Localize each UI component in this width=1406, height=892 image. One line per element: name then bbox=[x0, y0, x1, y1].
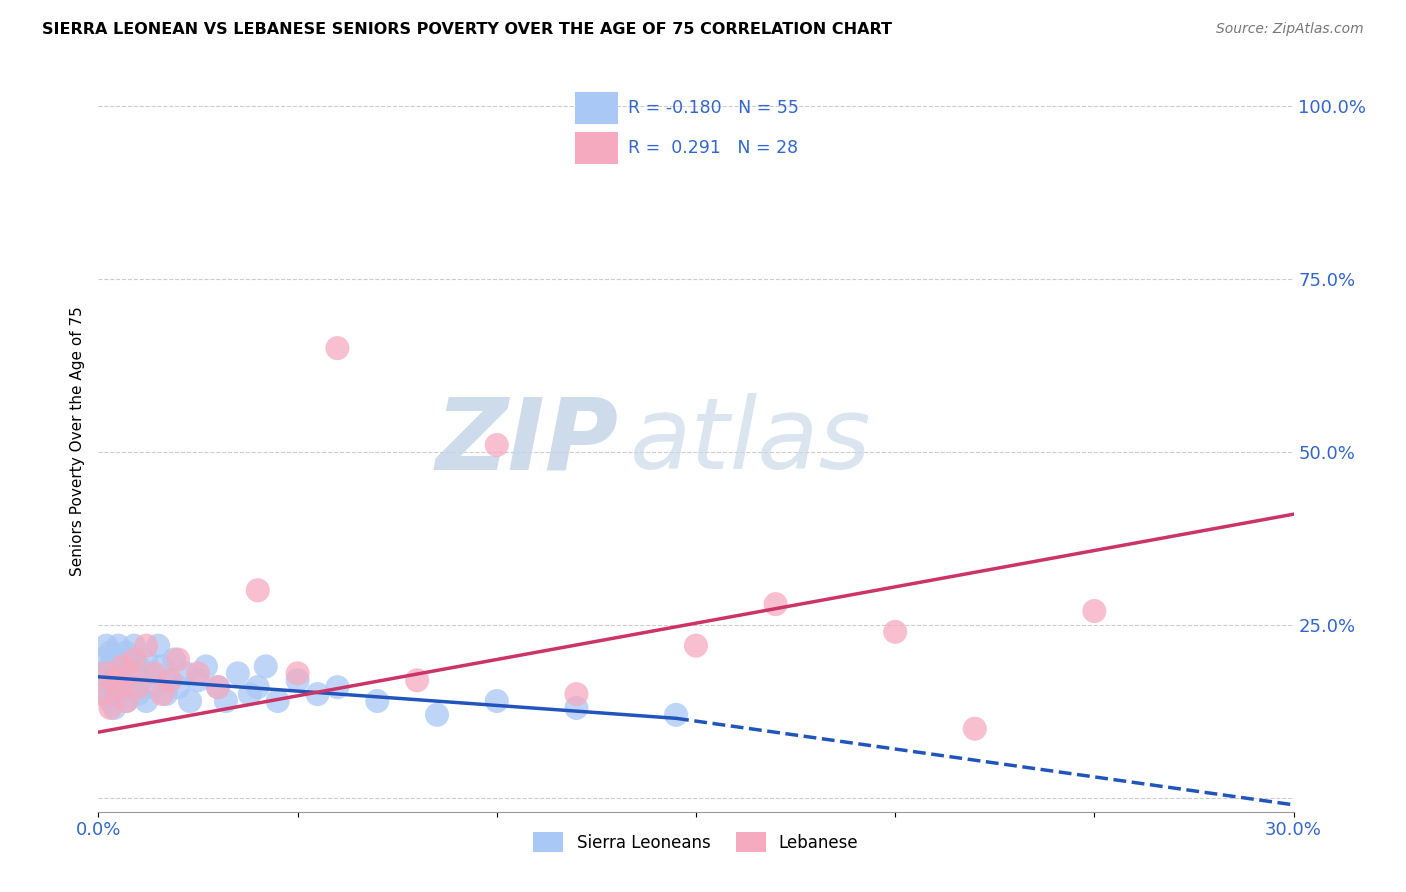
Point bbox=[326, 341, 349, 355]
Point bbox=[127, 680, 149, 694]
Point bbox=[179, 694, 201, 708]
Point bbox=[215, 694, 238, 708]
Point bbox=[187, 666, 209, 681]
Point bbox=[174, 666, 197, 681]
Point bbox=[115, 694, 138, 708]
Point bbox=[91, 687, 114, 701]
Point bbox=[124, 639, 146, 653]
Point bbox=[103, 673, 125, 688]
Point bbox=[143, 666, 166, 681]
Point bbox=[1083, 604, 1105, 618]
Point bbox=[111, 659, 134, 673]
Point bbox=[98, 701, 122, 715]
Point bbox=[103, 701, 125, 715]
Point bbox=[135, 694, 157, 708]
Point bbox=[426, 707, 449, 722]
Point bbox=[167, 680, 190, 694]
Point bbox=[239, 687, 262, 701]
Point bbox=[155, 687, 177, 701]
Point bbox=[98, 680, 122, 694]
Point bbox=[485, 694, 508, 708]
Point bbox=[167, 652, 190, 666]
Point bbox=[246, 583, 269, 598]
Point bbox=[124, 652, 146, 666]
Point bbox=[326, 680, 349, 694]
Point bbox=[565, 701, 588, 715]
Point bbox=[103, 666, 125, 681]
Point bbox=[267, 694, 290, 708]
Y-axis label: Seniors Poverty Over the Age of 75: Seniors Poverty Over the Age of 75 bbox=[69, 307, 84, 576]
Point bbox=[103, 652, 125, 666]
Point bbox=[120, 666, 142, 681]
Point bbox=[127, 687, 149, 701]
Point bbox=[107, 680, 129, 694]
Point bbox=[287, 666, 309, 681]
Point bbox=[254, 659, 277, 673]
Point bbox=[148, 639, 170, 653]
Point bbox=[98, 646, 122, 660]
Point bbox=[98, 694, 122, 708]
Point bbox=[163, 652, 186, 666]
Point bbox=[187, 673, 209, 688]
Point bbox=[366, 694, 388, 708]
Point bbox=[207, 680, 229, 694]
Text: SIERRA LEONEAN VS LEBANESE SENIORS POVERTY OVER THE AGE OF 75 CORRELATION CHART: SIERRA LEONEAN VS LEBANESE SENIORS POVER… bbox=[42, 22, 893, 37]
Point bbox=[111, 673, 134, 688]
Point bbox=[96, 639, 118, 653]
Point bbox=[124, 680, 146, 694]
Point bbox=[143, 680, 166, 694]
Point bbox=[139, 666, 162, 681]
Point bbox=[150, 659, 173, 673]
Point bbox=[565, 687, 588, 701]
Point bbox=[884, 624, 907, 639]
Point bbox=[226, 666, 249, 681]
Point bbox=[963, 722, 986, 736]
Point bbox=[287, 673, 309, 688]
Point bbox=[131, 673, 153, 688]
Point bbox=[765, 597, 787, 611]
Point bbox=[159, 673, 181, 688]
Point bbox=[96, 666, 118, 681]
Point bbox=[406, 673, 429, 688]
Point bbox=[120, 666, 142, 681]
Point bbox=[195, 659, 218, 673]
Point bbox=[135, 639, 157, 653]
Point bbox=[107, 687, 129, 701]
Point bbox=[115, 646, 138, 660]
Point bbox=[135, 652, 157, 666]
Text: ZIP: ZIP bbox=[436, 393, 619, 490]
Point bbox=[120, 652, 142, 666]
Legend: Sierra Leoneans, Lebanese: Sierra Leoneans, Lebanese bbox=[527, 825, 865, 859]
Point bbox=[96, 687, 118, 701]
Point bbox=[307, 687, 329, 701]
Point bbox=[485, 438, 508, 452]
Point bbox=[91, 666, 114, 681]
Point bbox=[685, 639, 707, 653]
Text: Source: ZipAtlas.com: Source: ZipAtlas.com bbox=[1216, 22, 1364, 37]
Point bbox=[115, 694, 138, 708]
Point bbox=[159, 673, 181, 688]
Point bbox=[91, 652, 114, 666]
Point bbox=[107, 639, 129, 653]
Point bbox=[127, 659, 149, 673]
Point bbox=[665, 707, 688, 722]
Point bbox=[246, 680, 269, 694]
Point bbox=[96, 673, 118, 688]
Point bbox=[150, 687, 173, 701]
Point bbox=[111, 659, 134, 673]
Text: atlas: atlas bbox=[630, 393, 872, 490]
Point bbox=[98, 659, 122, 673]
Point bbox=[107, 680, 129, 694]
Point bbox=[207, 680, 229, 694]
